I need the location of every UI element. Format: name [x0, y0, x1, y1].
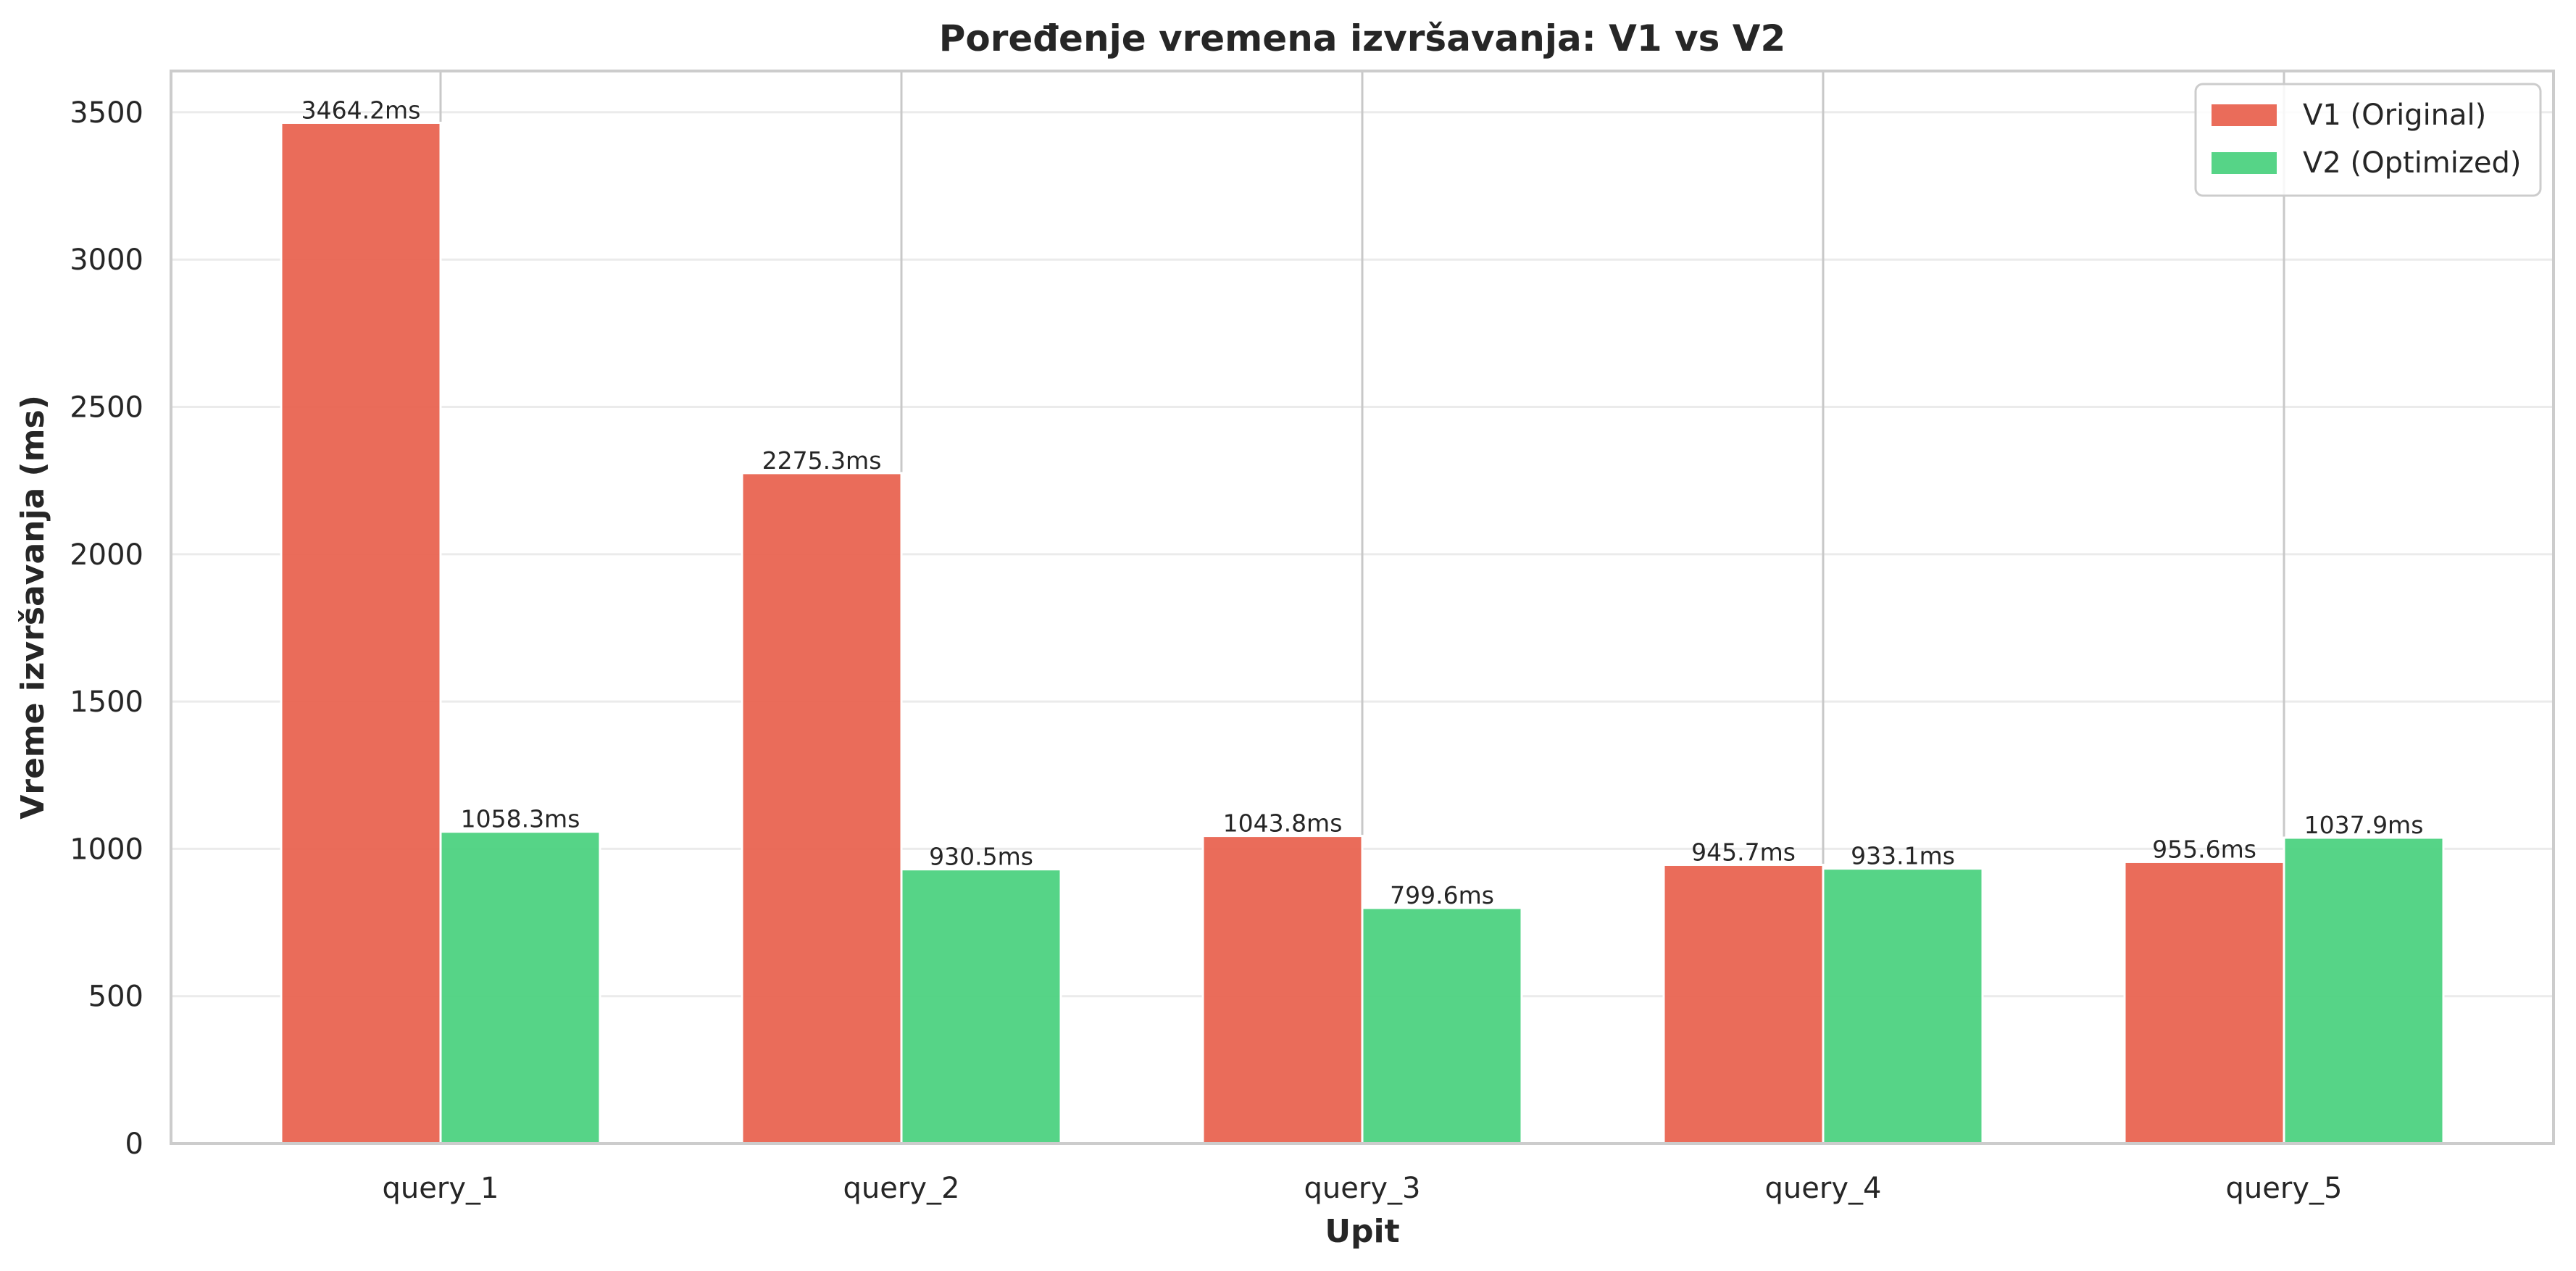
x-axis-label: Upit: [1325, 1213, 1399, 1250]
chart-title: Poređenje vremena izvršavanja: V1 vs V2: [939, 17, 1786, 59]
x-tick-label: query_3: [1304, 1172, 1421, 1205]
x-tick-label: query_1: [383, 1172, 499, 1205]
y-tick-label: 3000: [70, 243, 143, 277]
y-tick-label: 1500: [70, 685, 143, 719]
legend-swatch: [2212, 104, 2277, 126]
data-labels: 3464.2ms 2275.3ms 1043.8ms 945.7ms 955.6ms 10…: [301, 96, 2424, 909]
bar-value-label: 2275.3ms: [762, 446, 882, 475]
y-tick-labels: 0 500 1000 1500 2000 2500 3000 3500: [70, 96, 143, 1161]
bar-v1: [741, 472, 903, 1145]
bar-v2: [900, 868, 1062, 1145]
legend-swatch: [2212, 152, 2277, 174]
bar-v2: [1822, 867, 1984, 1145]
y-tick-label: 0: [125, 1128, 143, 1161]
y-tick-label: 2500: [70, 391, 143, 425]
bar-value-label: 933.1ms: [1851, 842, 1955, 870]
bar-v2: [2283, 836, 2445, 1145]
y-tick-label: 3500: [70, 96, 143, 130]
legend-frame: [2194, 83, 2542, 197]
y-axis-label: Vreme izvršavanja (ms): [14, 395, 51, 820]
legend-items: V1 (Original) V2 (Optimized): [2212, 99, 2521, 180]
x-tick-label: query_4: [1765, 1172, 1882, 1205]
bar-value-label: 930.5ms: [929, 843, 1033, 871]
bar-value-label: 3464.2ms: [301, 96, 421, 124]
x-tick-labels: query_1 query_2 query_3 query_4 query_5: [383, 1172, 2343, 1205]
legend-label: V1 (Original): [2303, 99, 2486, 132]
bar-value-label: 955.6ms: [2152, 835, 2256, 863]
y-tick-label: 1000: [70, 833, 143, 866]
y-tick-label: 2000: [70, 538, 143, 572]
bars: [280, 121, 2445, 1145]
legend: V1 (Original) V2 (Optimized): [2194, 83, 2542, 197]
y-tick-label: 500: [88, 980, 143, 1014]
bar-value-label: 1058.3ms: [461, 805, 580, 833]
legend-label: V2 (Optimized): [2303, 146, 2521, 180]
bar-value-label: 1043.8ms: [1223, 809, 1343, 838]
bar-v1: [1201, 835, 1364, 1145]
bar-value-label: 1037.9ms: [2304, 811, 2424, 839]
bar-v1: [1662, 863, 1825, 1145]
x-tick-label: query_5: [2226, 1172, 2343, 1205]
x-tick-label: query_2: [843, 1172, 960, 1205]
bar-v2: [439, 830, 601, 1145]
bar-v2: [1361, 907, 1523, 1145]
bar-v1: [280, 121, 442, 1145]
bar-value-label: 799.6ms: [1390, 881, 1494, 909]
plot-frame: [170, 70, 2555, 1145]
bar-value-label: 945.7ms: [1691, 838, 1796, 866]
bar-v1: [2123, 860, 2285, 1145]
